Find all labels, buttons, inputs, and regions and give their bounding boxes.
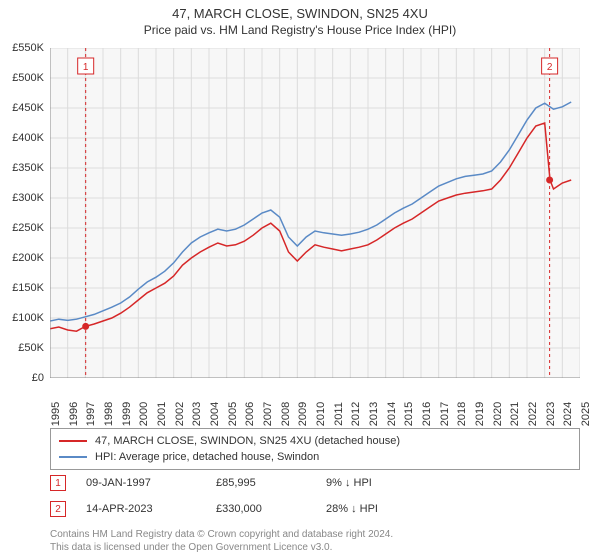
chart-subtitle: Price paid vs. HM Land Registry's House … — [0, 23, 600, 37]
x-tick-label: 2015 — [403, 402, 415, 426]
x-tick-label: 2003 — [191, 402, 203, 426]
y-tick-label: £150K — [12, 282, 44, 294]
sales-block: 2 14-APR-2023 £330,000 28% ↓ HPI — [50, 498, 580, 520]
x-tick-label: 2006 — [244, 402, 256, 426]
x-tick-label: 2016 — [421, 402, 433, 426]
y-tick-label: £350K — [12, 162, 44, 174]
x-tick-label: 2024 — [562, 402, 574, 426]
legend-swatch-hpi — [59, 456, 87, 458]
x-tick-label: 2005 — [227, 402, 239, 426]
x-tick-label: 2011 — [333, 402, 345, 426]
x-tick-label: 2000 — [138, 402, 150, 426]
sale-date: 09-JAN-1997 — [86, 477, 216, 489]
x-tick-label: 2014 — [386, 402, 398, 426]
svg-text:1: 1 — [83, 62, 89, 73]
x-tick-label: 1996 — [68, 402, 80, 426]
sale-diff: 28% ↓ HPI — [326, 503, 378, 515]
y-tick-label: £450K — [12, 102, 44, 114]
y-tick-label: £0 — [32, 372, 44, 384]
sale-price: £330,000 — [216, 503, 326, 515]
footnote-line2: This data is licensed under the Open Gov… — [50, 542, 580, 555]
address-title: 47, MARCH CLOSE, SWINDON, SN25 4XU — [0, 6, 600, 21]
legend-label-property: 47, MARCH CLOSE, SWINDON, SN25 4XU (deta… — [95, 435, 400, 447]
sale-marker-1: 1 — [50, 475, 66, 491]
x-tick-label: 1997 — [85, 402, 97, 426]
x-tick-label: 2007 — [262, 402, 274, 426]
y-tick-label: £100K — [12, 312, 44, 324]
x-tick-label: 2022 — [527, 402, 539, 426]
y-tick-label: £200K — [12, 252, 44, 264]
y-axis-labels: £0£50K£100K£150K£200K£250K£300K£350K£400… — [0, 48, 48, 378]
footnote-line1: Contains HM Land Registry data © Crown c… — [50, 529, 580, 542]
y-tick-label: £50K — [18, 342, 44, 354]
chart-container: 47, MARCH CLOSE, SWINDON, SN25 4XU Price… — [0, 0, 600, 560]
x-tick-label: 2012 — [350, 402, 362, 426]
svg-text:2: 2 — [547, 62, 553, 73]
y-tick-label: £300K — [12, 192, 44, 204]
y-tick-label: £400K — [12, 132, 44, 144]
x-tick-label: 2025 — [580, 402, 592, 426]
x-tick-label: 1999 — [121, 402, 133, 426]
legend-row: HPI: Average price, detached house, Swin… — [59, 449, 571, 465]
x-tick-label: 2004 — [209, 402, 221, 426]
x-tick-label: 2009 — [297, 402, 309, 426]
footnote: Contains HM Land Registry data © Crown c… — [50, 529, 580, 554]
sale-row: 1 09-JAN-1997 £85,995 9% ↓ HPI — [50, 472, 580, 494]
x-tick-label: 2002 — [174, 402, 186, 426]
x-tick-label: 2008 — [280, 402, 292, 426]
legend-row: 47, MARCH CLOSE, SWINDON, SN25 4XU (deta… — [59, 433, 571, 449]
x-tick-label: 2021 — [509, 402, 521, 426]
sale-date: 14-APR-2023 — [86, 503, 216, 515]
x-tick-label: 1998 — [103, 402, 115, 426]
sale-row: 2 14-APR-2023 £330,000 28% ↓ HPI — [50, 498, 580, 520]
chart-svg: 12 — [50, 48, 580, 378]
legend-box: 47, MARCH CLOSE, SWINDON, SN25 4XU (deta… — [50, 428, 580, 470]
x-tick-label: 2019 — [474, 402, 486, 426]
x-tick-label: 2018 — [456, 402, 468, 426]
chart-plot-area: 12 — [50, 48, 580, 378]
x-tick-label: 2020 — [492, 402, 504, 426]
x-tick-label: 2001 — [156, 402, 168, 426]
x-tick-label: 2010 — [315, 402, 327, 426]
legend-label-hpi: HPI: Average price, detached house, Swin… — [95, 451, 319, 463]
x-axis-labels: 1995199619971998199920002001200220032004… — [50, 382, 580, 422]
legend-swatch-property — [59, 440, 87, 442]
sale-price: £85,995 — [216, 477, 326, 489]
y-tick-label: £250K — [12, 222, 44, 234]
y-tick-label: £500K — [12, 72, 44, 84]
sale-diff: 9% ↓ HPI — [326, 477, 372, 489]
x-tick-label: 1995 — [50, 402, 62, 426]
sales-block: 1 09-JAN-1997 £85,995 9% ↓ HPI — [50, 472, 580, 494]
x-tick-label: 2017 — [439, 402, 451, 426]
x-tick-label: 2023 — [545, 402, 557, 426]
x-tick-label: 2013 — [368, 402, 380, 426]
title-block: 47, MARCH CLOSE, SWINDON, SN25 4XU Price… — [0, 0, 600, 37]
y-tick-label: £550K — [12, 42, 44, 54]
sale-marker-2: 2 — [50, 501, 66, 517]
